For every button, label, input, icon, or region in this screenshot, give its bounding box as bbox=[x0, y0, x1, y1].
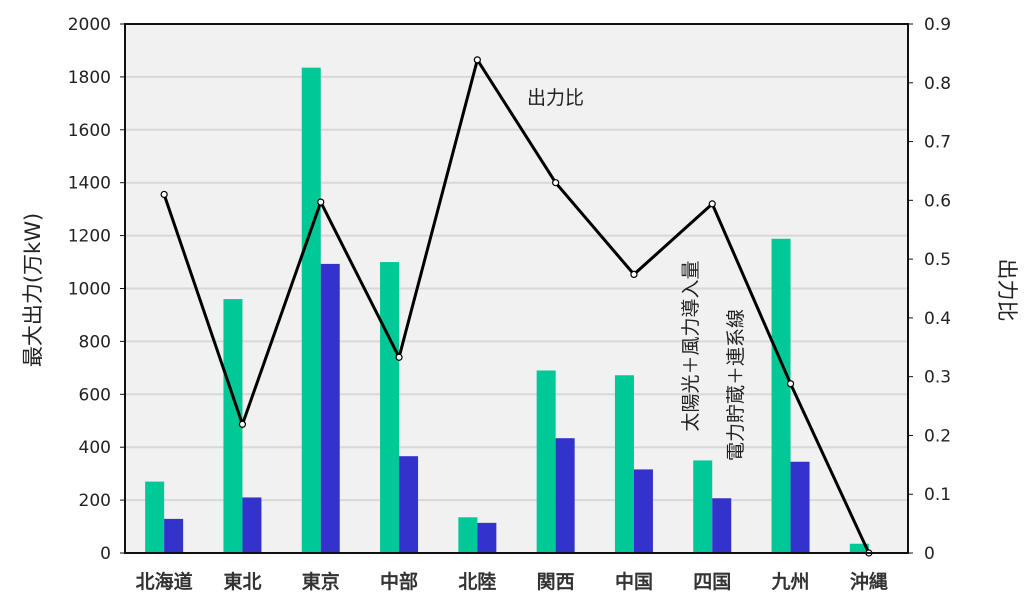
bar-solar-wind bbox=[536, 370, 556, 553]
left-tick-label: 800 bbox=[79, 332, 111, 352]
right-axis-title: 出力比 bbox=[995, 259, 1019, 322]
left-axis-title: 最大出力(万kW) bbox=[21, 213, 45, 367]
right-tick-label: 0.4 bbox=[924, 309, 951, 329]
left-tick-label: 1600 bbox=[68, 121, 111, 141]
left-tick-label: 400 bbox=[79, 438, 111, 458]
annotation-storage-interconnect: 電力貯蔵＋連系線 bbox=[725, 309, 747, 461]
category-label: 沖縄 bbox=[850, 570, 888, 593]
category-label: 東京 bbox=[302, 570, 340, 593]
right-tick-label: 0.5 bbox=[924, 250, 951, 270]
left-tick-label: 0 bbox=[100, 544, 111, 564]
category-labels: 北海道 東北 東京 中部 北陸 関西 中国 四国 九州 沖縄 bbox=[136, 570, 888, 593]
right-tick-label: 0.3 bbox=[924, 368, 951, 388]
bar-storage-interconnect bbox=[555, 438, 575, 553]
category-label: 中国 bbox=[615, 570, 653, 593]
bar-solar-wind bbox=[614, 375, 634, 553]
category-label: 中部 bbox=[380, 570, 418, 593]
right-tick-label: 0.7 bbox=[924, 133, 951, 153]
bar-solar-wind bbox=[380, 262, 400, 553]
right-tick-label: 0.2 bbox=[924, 426, 951, 446]
right-tick-label: 0 bbox=[924, 544, 935, 564]
left-tick-label: 1400 bbox=[68, 174, 111, 194]
bar-solar-wind bbox=[849, 543, 869, 553]
bar-storage-interconnect bbox=[633, 469, 653, 553]
right-axis-ticks: 0 0.1 0.2 0.3 0.4 0.5 0.6 0.7 0.8 0.9 bbox=[908, 15, 951, 564]
ratio-point bbox=[160, 190, 168, 199]
ratio-point bbox=[473, 56, 481, 64]
bar-storage-interconnect bbox=[399, 456, 419, 553]
bars bbox=[145, 67, 869, 554]
category-label: 関西 bbox=[537, 571, 575, 593]
bar-storage-interconnect bbox=[320, 263, 340, 553]
bar-solar-wind bbox=[301, 67, 321, 553]
ratio-point bbox=[395, 353, 403, 361]
ratio-point bbox=[238, 420, 247, 428]
right-tick-label: 0.9 bbox=[924, 15, 951, 35]
ratio-point bbox=[786, 380, 795, 388]
bar-solar-wind bbox=[458, 517, 478, 553]
bar-storage-interconnect bbox=[790, 461, 810, 553]
bar-solar-wind bbox=[223, 299, 243, 553]
bar-storage-interconnect bbox=[242, 497, 262, 553]
left-tick-label: 1800 bbox=[68, 68, 111, 88]
category-label: 東北 bbox=[223, 570, 261, 593]
ratio-point bbox=[317, 198, 325, 206]
ratio-point bbox=[552, 179, 560, 187]
ratio-point bbox=[630, 270, 638, 278]
category-label: 九州 bbox=[771, 571, 810, 593]
left-tick-label: 1000 bbox=[68, 280, 111, 300]
bar-solar-wind bbox=[145, 481, 165, 553]
bar-storage-interconnect bbox=[164, 518, 184, 553]
bar-solar-wind bbox=[693, 460, 713, 553]
ratio-line bbox=[160, 56, 873, 557]
category-label: 北海道 bbox=[136, 570, 193, 593]
left-tick-label: 1200 bbox=[68, 227, 111, 247]
left-tick-label: 200 bbox=[79, 491, 111, 511]
bar-storage-interconnect bbox=[477, 522, 497, 553]
left-tick-label: 600 bbox=[79, 385, 111, 405]
right-tick-label: 0.8 bbox=[924, 74, 951, 94]
category-label: 四国 bbox=[693, 571, 731, 593]
bar-storage-interconnect bbox=[712, 498, 732, 553]
right-tick-label: 0.6 bbox=[924, 191, 951, 211]
annotation-ratio: 出力比 bbox=[527, 87, 584, 109]
category-label: 北陸 bbox=[458, 570, 496, 593]
ratio-line-path bbox=[162, 56, 871, 554]
annotation-solar-wind: 太陽光＋風力導入量 bbox=[680, 260, 702, 431]
right-tick-label: 0.1 bbox=[924, 485, 951, 505]
left-tick-label: 2000 bbox=[68, 15, 111, 35]
bar-solar-wind bbox=[771, 238, 791, 554]
left-axis-ticks: 0 200 400 600 800 1000 1200 1400 1600 1800 2000 bbox=[68, 15, 125, 564]
ratio-point bbox=[708, 200, 716, 208]
